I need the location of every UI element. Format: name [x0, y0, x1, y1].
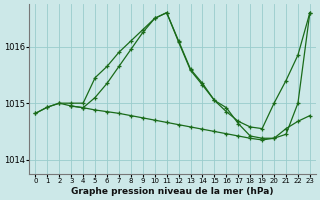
X-axis label: Graphe pression niveau de la mer (hPa): Graphe pression niveau de la mer (hPa): [71, 187, 274, 196]
